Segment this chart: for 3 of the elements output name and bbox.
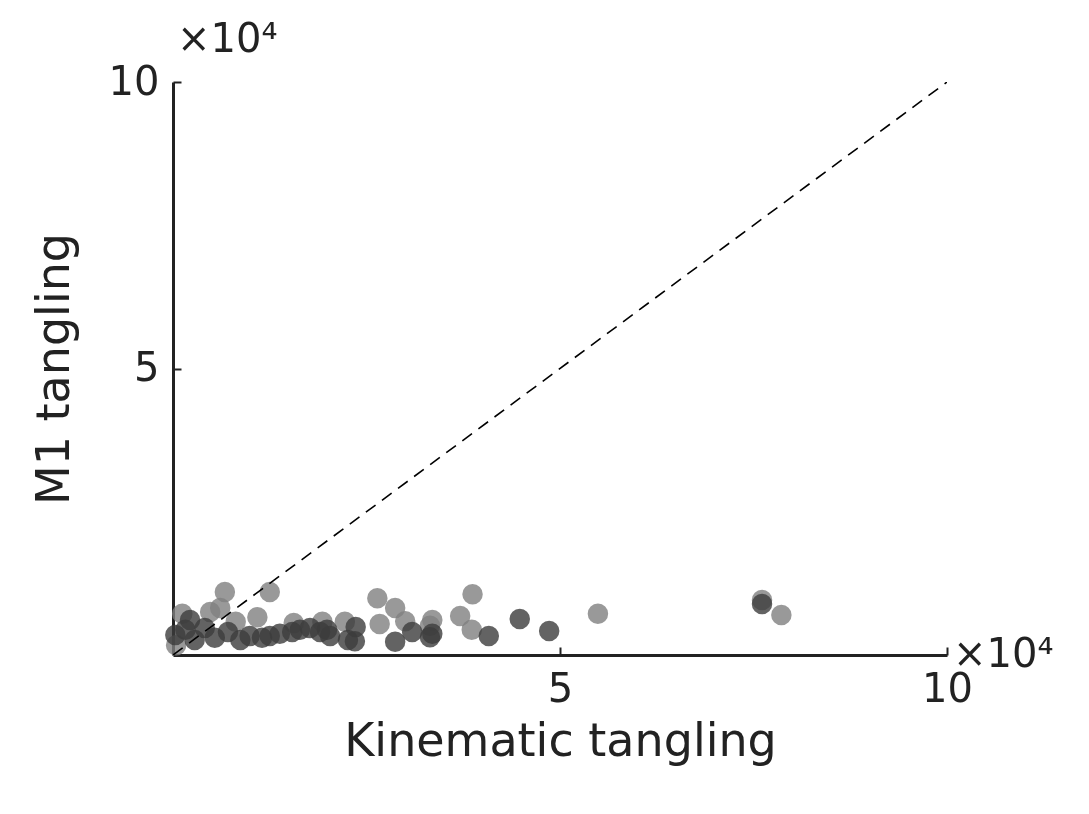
x-axis-title: Kinematic tangling bbox=[344, 712, 777, 767]
text: ×10⁴ bbox=[177, 15, 278, 61]
y-axis-title: M1 tangling bbox=[25, 232, 80, 506]
